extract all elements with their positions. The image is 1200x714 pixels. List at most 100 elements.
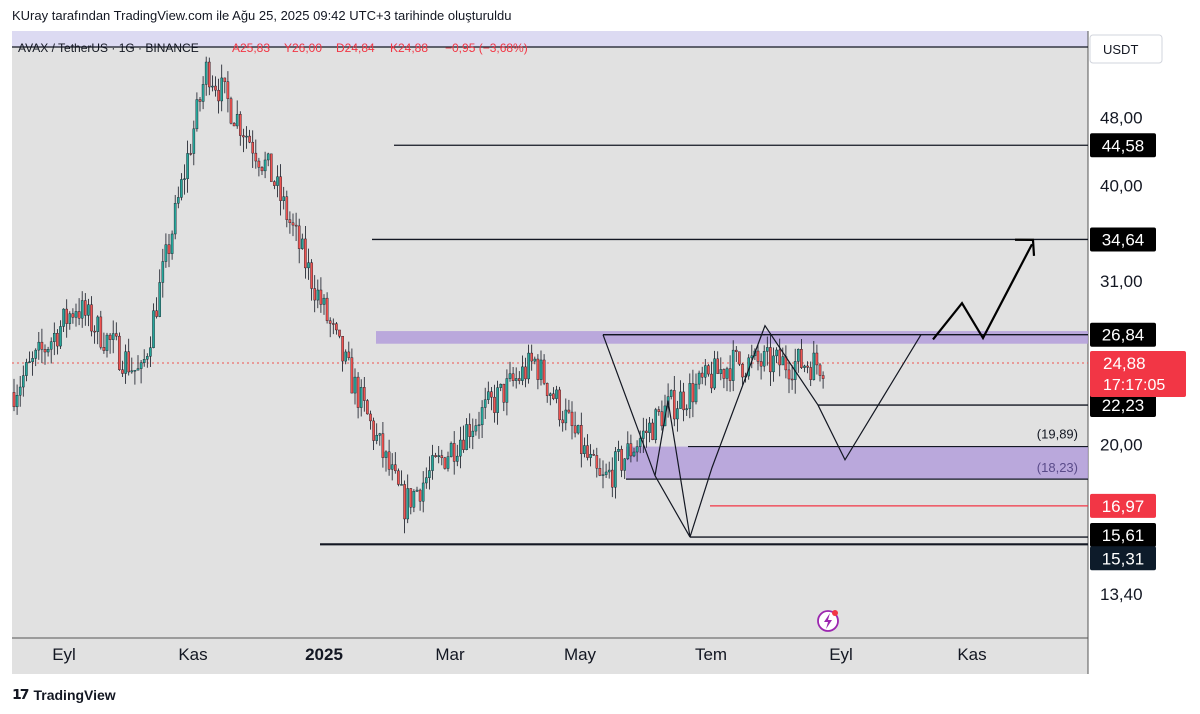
candle bbox=[651, 418, 654, 441]
candle bbox=[124, 344, 127, 384]
candle bbox=[456, 444, 459, 467]
candle bbox=[68, 311, 72, 330]
candle bbox=[697, 370, 701, 390]
candle bbox=[118, 332, 121, 371]
candle bbox=[291, 213, 295, 237]
candle bbox=[731, 340, 735, 392]
candle bbox=[56, 329, 59, 355]
candle bbox=[635, 440, 639, 462]
candle bbox=[722, 368, 726, 389]
candle bbox=[617, 440, 620, 461]
candle bbox=[443, 456, 447, 470]
y-tick-label: 40,00 bbox=[1100, 177, 1143, 196]
x-tick-label: Kas bbox=[957, 645, 986, 664]
candle bbox=[490, 386, 493, 411]
candle bbox=[815, 344, 819, 375]
candle bbox=[657, 406, 661, 416]
candle bbox=[725, 366, 729, 392]
candle bbox=[601, 460, 605, 489]
tradingview-logo[interactable]: 𝟭𝟳 TradingView bbox=[12, 686, 116, 703]
candle bbox=[254, 139, 258, 169]
candle bbox=[22, 365, 25, 397]
candle bbox=[496, 380, 499, 425]
candle bbox=[102, 332, 106, 354]
candle bbox=[325, 292, 329, 324]
candle bbox=[738, 351, 741, 366]
candle bbox=[595, 447, 599, 478]
candle bbox=[669, 389, 673, 400]
candle bbox=[623, 458, 626, 479]
price-label: 15,61 bbox=[1102, 526, 1145, 545]
candle bbox=[381, 422, 385, 468]
candle bbox=[310, 259, 313, 301]
candle bbox=[375, 423, 379, 445]
candle bbox=[598, 458, 602, 477]
ohlc-close: K24,88 bbox=[390, 41, 428, 55]
candle bbox=[90, 296, 93, 337]
price-label-box bbox=[1090, 546, 1156, 571]
candle bbox=[589, 444, 592, 467]
candle bbox=[567, 399, 571, 414]
candle bbox=[251, 130, 255, 168]
candle bbox=[421, 471, 425, 513]
candle bbox=[542, 354, 546, 386]
candle bbox=[207, 57, 211, 96]
candle bbox=[728, 355, 732, 392]
candle bbox=[583, 437, 586, 458]
candle bbox=[766, 336, 769, 366]
candle bbox=[263, 151, 267, 179]
x-tick-label: Mar bbox=[435, 645, 465, 664]
candle bbox=[167, 233, 171, 268]
candle bbox=[49, 337, 53, 364]
candle bbox=[198, 97, 202, 112]
candle bbox=[446, 451, 450, 472]
flash-icon[interactable] bbox=[817, 610, 839, 632]
y-tick-label: 48,00 bbox=[1100, 109, 1143, 128]
candle bbox=[778, 338, 781, 377]
zone-upper-label: (19,89) bbox=[1037, 427, 1078, 442]
candle bbox=[576, 424, 580, 435]
candle bbox=[524, 357, 527, 388]
candle bbox=[46, 346, 50, 357]
candle bbox=[204, 56, 208, 96]
candle bbox=[279, 164, 282, 216]
currency-label: USDT bbox=[1103, 42, 1138, 57]
candle bbox=[397, 468, 400, 487]
candle bbox=[573, 411, 577, 438]
candle bbox=[214, 76, 217, 97]
currency-box[interactable] bbox=[1089, 34, 1163, 64]
candle bbox=[691, 369, 695, 418]
candle bbox=[37, 331, 41, 360]
candle bbox=[487, 381, 490, 405]
candle bbox=[387, 439, 391, 476]
candle bbox=[201, 76, 205, 110]
candle bbox=[28, 351, 31, 364]
drawings bbox=[602, 238, 1036, 538]
candle bbox=[217, 78, 220, 114]
candle bbox=[412, 489, 416, 513]
candle bbox=[155, 297, 158, 319]
candle bbox=[285, 190, 289, 228]
candle bbox=[511, 366, 515, 387]
projection-down-path bbox=[654, 324, 922, 538]
candle bbox=[335, 322, 338, 335]
candle bbox=[180, 173, 183, 201]
candle bbox=[592, 449, 595, 456]
candle bbox=[480, 400, 484, 438]
candle bbox=[145, 353, 149, 368]
candle bbox=[257, 157, 261, 177]
candle bbox=[350, 348, 354, 394]
candle bbox=[561, 410, 564, 432]
candle bbox=[80, 291, 84, 328]
candle bbox=[71, 308, 75, 324]
candle bbox=[741, 363, 744, 385]
candle bbox=[493, 384, 496, 423]
candle bbox=[704, 359, 707, 386]
candle bbox=[211, 75, 214, 92]
candle bbox=[629, 434, 633, 463]
candle bbox=[818, 363, 822, 382]
candle bbox=[502, 383, 506, 412]
ohlc-change: −0,95 (−3,68%) bbox=[445, 41, 528, 55]
candle bbox=[710, 361, 713, 394]
